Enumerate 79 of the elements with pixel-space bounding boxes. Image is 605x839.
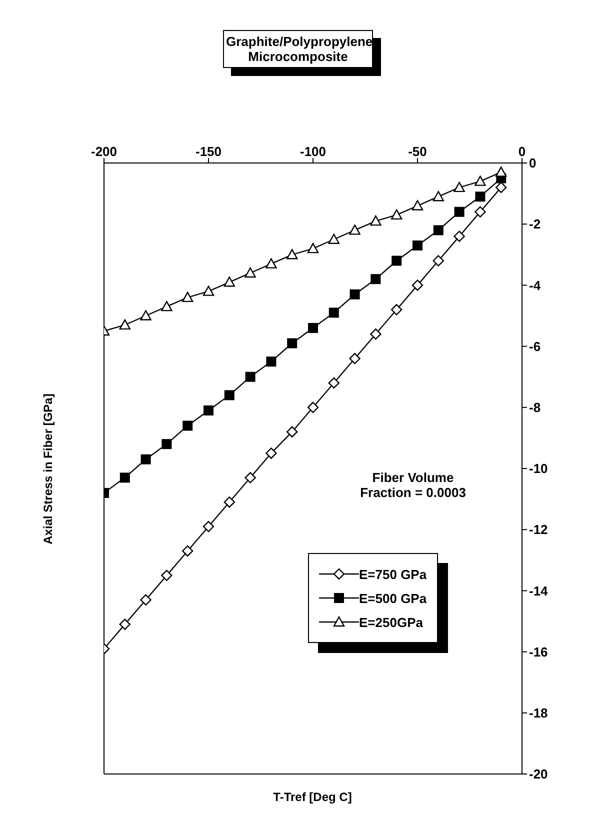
- point: [432, 255, 444, 266]
- point: [349, 224, 360, 235]
- point: [140, 310, 152, 320]
- y-tick-label: -6: [529, 338, 541, 354]
- point: [286, 426, 298, 438]
- y-tick-label: -8: [529, 400, 541, 416]
- point: [245, 372, 256, 382]
- point: [244, 267, 256, 278]
- point: [286, 249, 298, 260]
- x-tick-label: -150: [195, 144, 222, 159]
- point: [140, 454, 151, 464]
- point: [244, 472, 256, 484]
- point: [474, 206, 486, 218]
- point: [412, 280, 424, 291]
- y-tick-label: -20: [529, 766, 548, 782]
- legend-label: E=250GPa: [359, 614, 423, 630]
- point: [161, 570, 172, 582]
- point: [328, 234, 340, 244]
- point: [182, 545, 194, 557]
- y-tick-label: -10: [529, 461, 548, 476]
- point: [266, 356, 276, 367]
- annotation: Fiber Volume Fraction = 0.0003: [359, 470, 467, 500]
- point: [392, 256, 402, 266]
- point: [202, 286, 214, 296]
- point: [307, 402, 319, 413]
- point: [350, 289, 360, 300]
- x-axis-title: T-Tref [Deg C]: [272, 790, 353, 804]
- y-axis-title: Axial Stress in Fiber [GPa]: [41, 394, 55, 544]
- point: [308, 322, 318, 333]
- x-tick-label: 0: [518, 144, 526, 159]
- point: [224, 390, 234, 400]
- point: [454, 182, 465, 192]
- point: [370, 215, 382, 226]
- point: [266, 258, 277, 268]
- y-tick-label: -18: [529, 706, 548, 721]
- x-tick-label: -200: [90, 144, 118, 159]
- point: [454, 206, 464, 217]
- point: [433, 225, 444, 236]
- point: [496, 182, 507, 194]
- y-tick-label: -16: [529, 644, 548, 660]
- point: [162, 439, 172, 450]
- point: [202, 520, 214, 532]
- point: [161, 300, 172, 312]
- point: [204, 405, 214, 416]
- point: [307, 242, 319, 254]
- point: [182, 420, 193, 431]
- point: [349, 352, 360, 364]
- point: [412, 200, 424, 210]
- point: [475, 192, 486, 202]
- x-tick-label: -100: [300, 144, 326, 159]
- y-tick-label: 0: [529, 156, 536, 171]
- point: [224, 276, 235, 287]
- point: [119, 618, 130, 630]
- y-tick-label: -2: [529, 216, 541, 232]
- point: [119, 319, 130, 330]
- point: [412, 240, 422, 250]
- point: [370, 274, 381, 284]
- y-tick-label: -4: [529, 278, 542, 293]
- legend-label: E=750 GPa: [359, 566, 427, 582]
- point: [391, 304, 402, 316]
- y-tick-label: -12: [529, 522, 548, 538]
- point: [224, 496, 235, 508]
- point: [120, 472, 130, 483]
- y-tick-label: -14: [529, 583, 549, 598]
- point: [266, 448, 277, 459]
- point: [391, 209, 402, 220]
- point: [328, 377, 340, 389]
- point: [370, 328, 382, 340]
- chart-title: Graphite/Polypropylene Microcomposite: [223, 30, 373, 68]
- point: [474, 176, 486, 186]
- point: [496, 166, 507, 177]
- legend-label: E=500 GPa: [359, 590, 427, 606]
- point: [182, 292, 194, 302]
- point: [432, 191, 444, 202]
- point: [140, 594, 152, 606]
- point: [287, 338, 298, 348]
- point: [328, 308, 339, 318]
- x-tick-label: -50: [408, 144, 427, 159]
- point: [454, 230, 465, 242]
